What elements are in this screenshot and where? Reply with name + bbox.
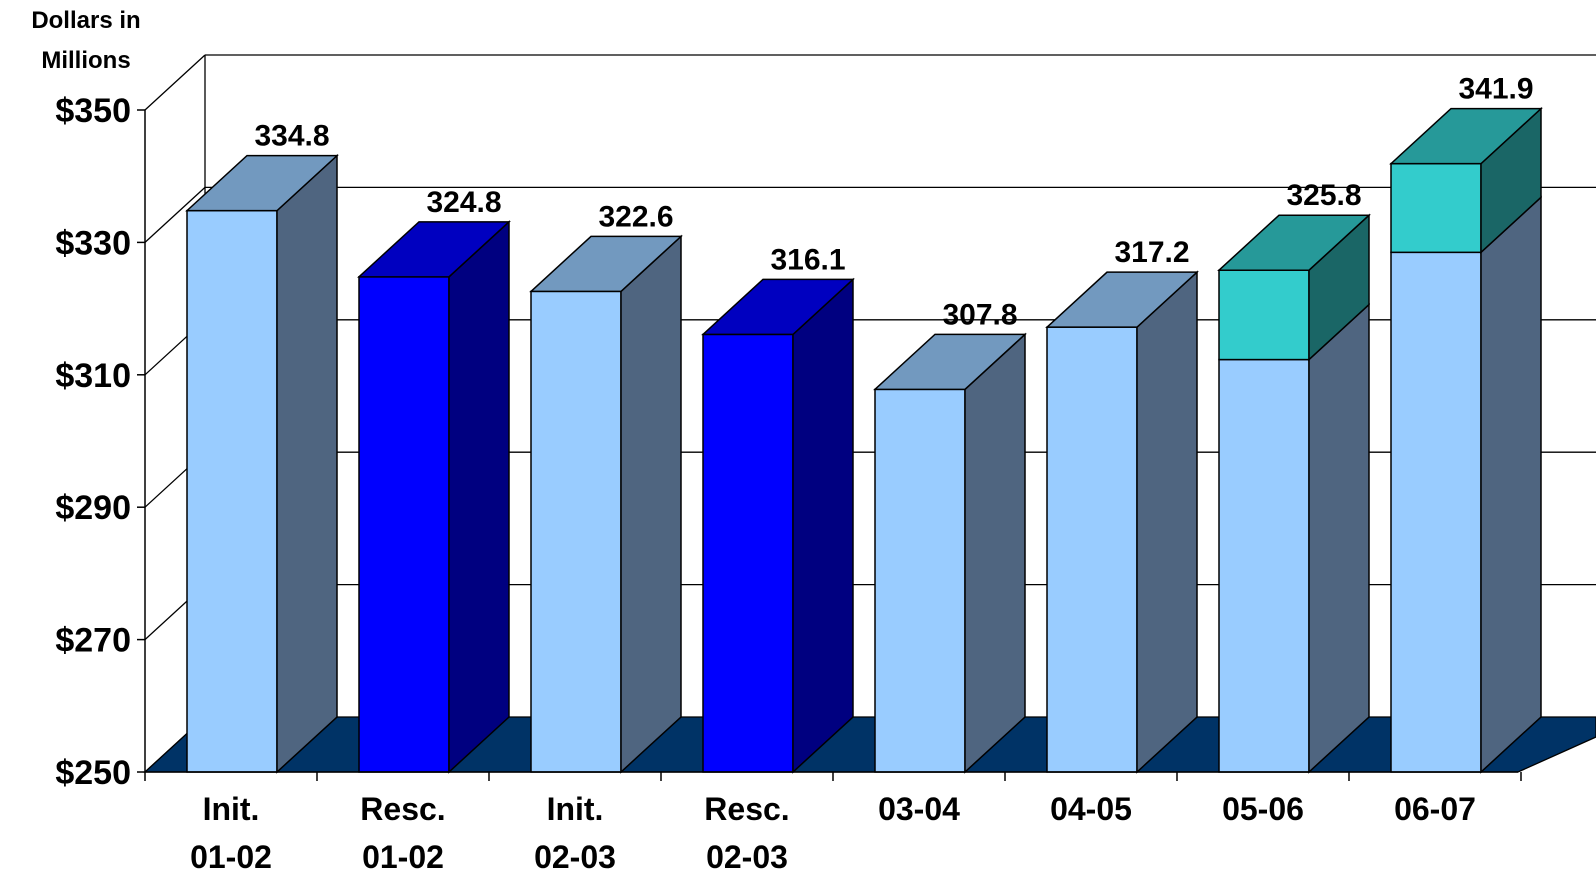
bar-7-base-front bbox=[1390, 251, 1482, 773]
x-category-label-3-line-1: Resc. bbox=[704, 791, 789, 827]
side-gridline-350 bbox=[144, 54, 206, 111]
x-category-label-0-line-2: 01-02 bbox=[190, 839, 272, 875]
bar-6-increment-front bbox=[1218, 269, 1310, 361]
y-tick-label-350: $350 bbox=[55, 92, 131, 130]
bar-2-top bbox=[529, 235, 683, 293]
x-category-label-0-line-1: Init. bbox=[203, 791, 260, 827]
bar-0 bbox=[185, 153, 339, 774]
x-category-label-7-line-1: 06-07 bbox=[1394, 791, 1476, 827]
y-axis-title-line-2: Millions bbox=[41, 47, 130, 74]
bar-2-side bbox=[620, 234, 682, 774]
y-tick-label-250: $250 bbox=[55, 754, 131, 792]
bar-6 bbox=[1217, 213, 1371, 774]
x-category-label-6-line-1: 05-06 bbox=[1222, 791, 1304, 827]
bar-0-front bbox=[186, 209, 278, 773]
bar-1-front bbox=[358, 276, 450, 773]
y-tick-label-290: $290 bbox=[55, 489, 131, 527]
data-labels: 334.8 324.8 322.6 316.1 307.8 317.2 325.8 341.9 bbox=[254, 73, 1533, 332]
data-label-3: 316.1 bbox=[770, 243, 845, 276]
bar-3-front bbox=[702, 333, 794, 773]
bar-3-side bbox=[792, 277, 854, 774]
y-tick-label-310: $310 bbox=[55, 357, 131, 395]
x-category-label-5-line-1: 04-05 bbox=[1050, 791, 1132, 827]
bar-6-increment-top bbox=[1217, 214, 1371, 271]
x-category-label-3-line-2: 02-03 bbox=[706, 839, 788, 875]
bar-5-front bbox=[1046, 326, 1138, 773]
data-label-7: 341.9 bbox=[1458, 73, 1533, 106]
x-category-label-2-line-1: Init. bbox=[547, 791, 604, 827]
bar-3 bbox=[701, 277, 855, 774]
bar-4-front bbox=[874, 388, 966, 773]
bar-7-increment-front bbox=[1390, 162, 1482, 254]
x-category-label-1-line-2: 01-02 bbox=[362, 839, 444, 875]
x-category-label-4-line-1: 03-04 bbox=[878, 791, 960, 827]
bar-3-top bbox=[701, 278, 855, 336]
side-gridline-330 bbox=[144, 186, 206, 243]
bar-0-side bbox=[276, 153, 338, 774]
bars bbox=[185, 106, 1543, 774]
bar-4-top bbox=[873, 333, 1027, 391]
bar-1-top bbox=[357, 221, 511, 278]
y-tick-label-330: $330 bbox=[55, 224, 131, 262]
x-category-label-1-line-1: Resc. bbox=[360, 791, 445, 827]
data-label-0: 334.8 bbox=[254, 120, 329, 153]
bar-5-side bbox=[1136, 270, 1198, 774]
x-category-label-2-line-2: 02-03 bbox=[534, 839, 616, 875]
data-label-5: 317.2 bbox=[1114, 236, 1189, 269]
y-tick-label-270: $270 bbox=[55, 622, 131, 660]
x-axis: Init. 01-02 Resc. 01-02 Init. 02-03 Resc. 02-03… bbox=[144, 771, 1522, 875]
bar-6-base-side bbox=[1308, 302, 1370, 774]
bar-1 bbox=[357, 220, 511, 774]
y-axis-title-line-1: Dollars in bbox=[31, 7, 140, 34]
bar-5 bbox=[1045, 270, 1199, 774]
data-label-1: 324.8 bbox=[426, 186, 501, 219]
bar-7 bbox=[1389, 106, 1543, 774]
bar-2 bbox=[529, 234, 683, 774]
data-label-6: 325.8 bbox=[1286, 179, 1361, 212]
bar-7-base-side bbox=[1480, 195, 1542, 774]
bar-5-top bbox=[1045, 271, 1199, 328]
bar-4 bbox=[873, 332, 1027, 774]
bar-6-base-front bbox=[1218, 358, 1310, 773]
data-label-2: 322.6 bbox=[598, 200, 673, 233]
bar-7-increment-top bbox=[1389, 107, 1543, 165]
y-axis: $250 $270 $290 $310 $330 $350 bbox=[55, 92, 146, 792]
bar-1-side bbox=[448, 220, 510, 774]
bar-2-front bbox=[530, 290, 622, 773]
bar-0-top bbox=[185, 154, 339, 212]
y-axis-title: Dollars in Millions bbox=[31, 7, 140, 74]
data-label-4: 307.8 bbox=[942, 298, 1017, 331]
bar-4-side bbox=[964, 332, 1026, 774]
